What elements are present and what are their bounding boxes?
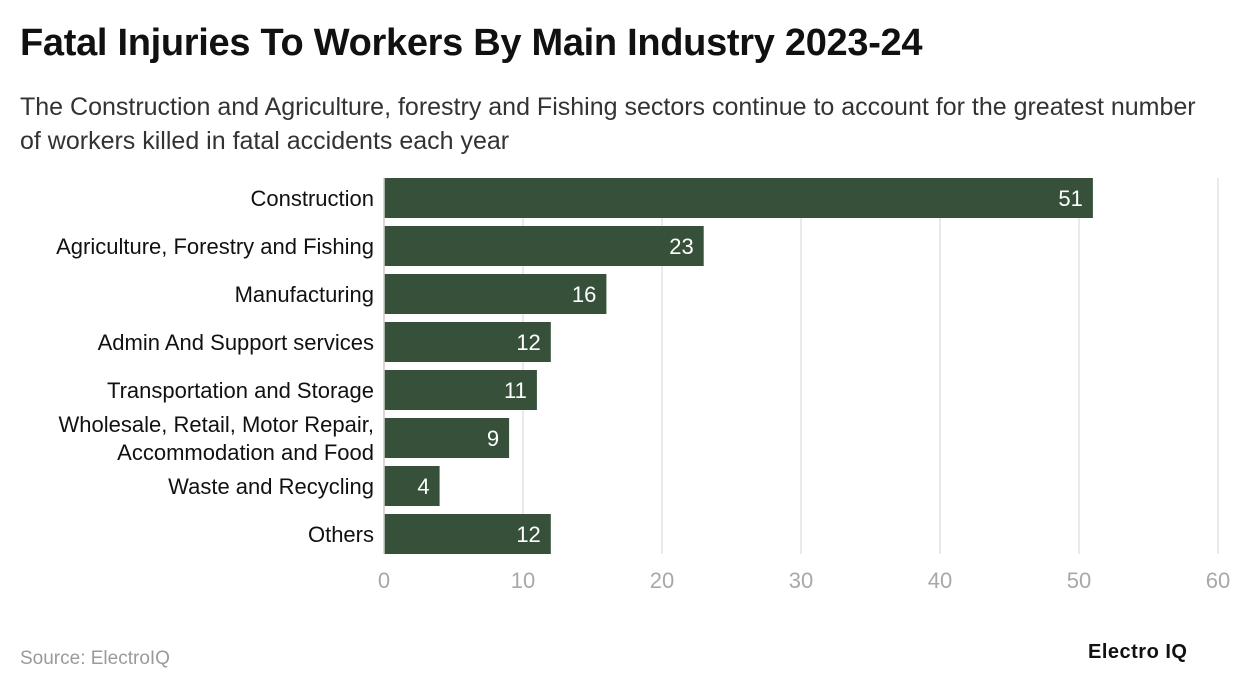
bar [384,370,537,410]
x-tick-label: 40 [928,568,952,593]
bar-value-label: 23 [669,234,693,259]
category-label-line: Waste and Recycling [168,474,374,499]
category-label-line: Admin And Support services [98,330,374,355]
x-tick-label: 50 [1067,568,1091,593]
category-label: Construction [250,186,374,211]
category-label: Admin And Support services [98,330,374,355]
bar-value-label: 51 [1058,186,1082,211]
bar [384,514,551,554]
category-label-line: Transportation and Storage [107,378,374,403]
category-label: Others [308,522,374,547]
category-label: Transportation and Storage [107,378,374,403]
category-label-line: Others [308,522,374,547]
bar [384,466,440,506]
chart-subtitle: The Construction and Agriculture, forest… [20,93,1196,155]
bar [384,322,551,362]
bar [384,178,1093,218]
category-label: Wholesale, Retail, Motor Repair, Accommod… [59,412,374,465]
category-label-line: Accommodation and Food [117,440,374,465]
bar [384,226,704,266]
bar [384,274,607,314]
x-tick-label: 20 [650,568,674,593]
bar-value-label: 9 [487,426,499,451]
bar-value-label: 11 [504,378,527,403]
source-note: Source: ElectroIQ [20,648,170,669]
bar-value-label: 4 [417,474,429,499]
bar-value-label: 12 [516,522,540,547]
bar [384,418,510,458]
x-tick-label: 0 [378,568,390,593]
category-label-line: Manufacturing [235,282,374,307]
bar-value-label: 12 [516,330,540,355]
category-label: Agriculture, Forestry and Fishing [56,234,374,259]
x-tick-label: 30 [789,568,813,593]
brand-logo: Electro IQ [1088,641,1188,663]
category-label-line: Agriculture, Forestry and Fishing [56,234,374,259]
category-label-line: Construction [250,186,374,211]
category-label: Manufacturing [235,282,374,307]
category-label-line: Wholesale, Retail, Motor Repair, [59,412,374,437]
category-label: Waste and Recycling [168,474,374,499]
x-tick-label: 60 [1206,568,1230,593]
bar-chart: 0 10 20 30 40 50 60 51 Construction 23 Agriculture… [56,178,1230,593]
x-tick-label: 10 [511,568,535,593]
chart-title: Fatal Injuries To Workers By Main Indust… [20,22,923,64]
bar-value-label: 16 [572,282,596,307]
